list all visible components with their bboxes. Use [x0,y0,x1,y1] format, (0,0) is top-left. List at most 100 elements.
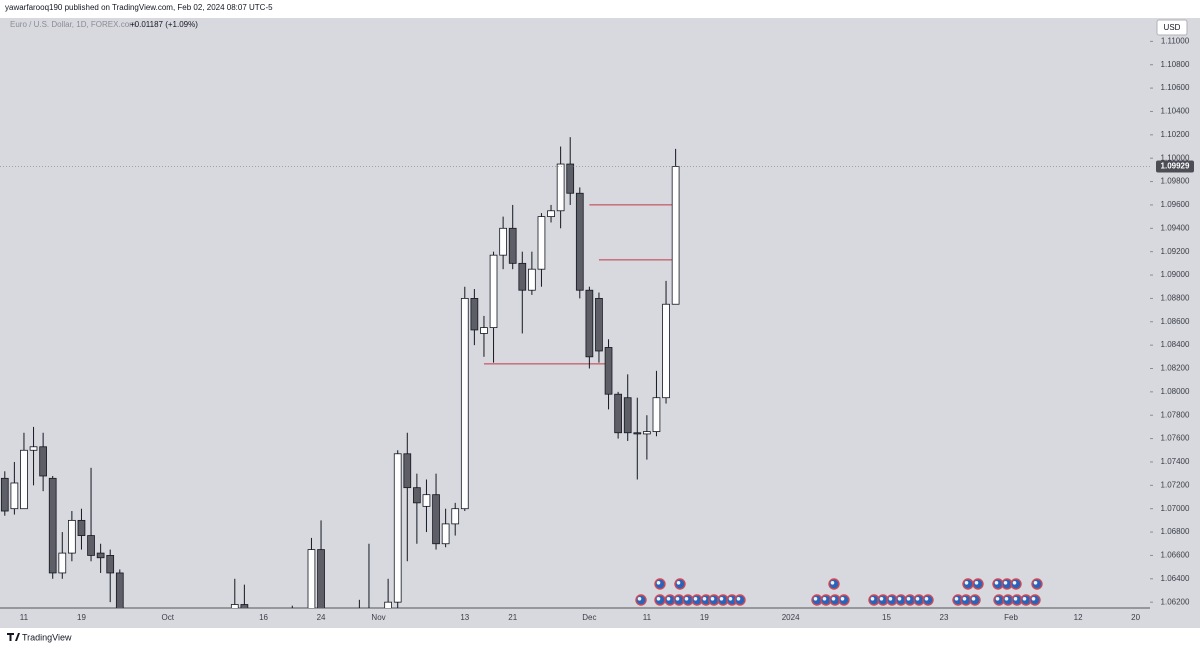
event-icon-inner [1013,597,1018,601]
event-icon [654,578,666,590]
event-icon-inner [870,597,875,601]
candle-body [48,477,57,574]
y-tick-label: 1.08600 [1161,317,1190,326]
event-icon-inner [831,597,836,601]
candle-body [671,166,680,305]
x-tick-label: 12 [1074,613,1083,622]
event-icon-inner [656,581,661,585]
event-icon-inner [719,597,724,601]
event-icon-inner [728,597,733,601]
event-icon-inner [813,597,818,601]
y-tick-label: 1.07400 [1161,457,1190,466]
candle-body [384,601,392,608]
candle-body [230,604,239,608]
x-tick-label: 2024 [782,613,800,622]
logo-mark [7,633,20,641]
event-icon [1029,594,1041,606]
candle-body [106,555,115,574]
candle-body [68,519,76,554]
event-icon-inner [710,597,715,601]
event-icon-inner [1004,597,1009,601]
x-tick-label: 15 [882,613,891,622]
currency-button[interactable] [1156,19,1188,36]
event-icon-inner [702,597,707,601]
publisher: yawarfarooq190 published on TradingView.… [5,3,273,12]
event-icon-inner [1012,581,1017,585]
event-icon-inner [736,597,741,601]
event-icon-inner [897,597,902,601]
y-tick-label: 1.07000 [1161,504,1190,513]
x-tick-label: 23 [940,613,949,622]
event-icon-inner [879,597,884,601]
candle-body [480,327,488,334]
event-icon [972,578,984,590]
event-icon-inner [1033,581,1038,585]
candle-body [643,431,651,435]
candle-body [403,453,412,489]
event-icon-inner [1003,581,1008,585]
candle-body [470,297,479,331]
event-icon-inner [656,597,661,601]
candle-body [652,397,661,432]
x-tick-label: 19 [77,613,86,622]
event-icon-inner [971,597,976,601]
candle-body [77,519,86,536]
event-icon-inner [637,597,642,601]
event-icon-inner [915,597,920,601]
event-icon-inner [974,581,979,585]
event-icon-inner [995,597,1000,601]
y-tick-label: 1.10200 [1161,130,1190,139]
x-tick-label: 11 [20,613,29,622]
event-icon-inner [822,597,827,601]
event-icon-inner [954,597,959,601]
candle-body [413,487,421,504]
y-tick-label: 1.10400 [1161,107,1190,116]
candle-body [499,227,507,256]
event-icon-inner [888,597,893,601]
candle-body [393,453,402,603]
candle-body [518,262,527,291]
candle-body [58,552,67,574]
y-tick-label: 1.11000 [1161,36,1190,45]
x-tick-label: Dec [582,613,596,622]
y-tick-label: 1.09000 [1161,270,1190,279]
y-tick-label: 1.09400 [1161,223,1190,232]
y-tick-label: 1.06800 [1161,527,1190,536]
candle-body [556,163,565,212]
currency[interactable]: USD [1164,23,1181,32]
candle-body [595,297,603,352]
events [635,578,1043,606]
y-tick-label: 1.10600 [1161,83,1190,92]
candle-body [575,192,584,291]
candle-body [307,549,316,608]
event-icon-inner [684,597,689,601]
event-icon-inner [906,597,911,601]
y-tick-label: 1.08000 [1161,387,1190,396]
event-icon-inner [962,597,967,601]
candle-body [29,446,38,451]
x-tick-label: 24 [317,613,326,622]
price-tag [1156,160,1194,173]
candle-body [20,449,28,510]
candle-body [96,552,105,559]
candle-body [633,432,642,435]
event-icon-inner [666,597,671,601]
y-tick-label: 1.08200 [1161,364,1190,373]
x-tick-label: 13 [460,613,469,622]
event-icon-inner [1031,597,1036,601]
candle-body [0,477,9,512]
candle-body [451,508,460,525]
chart-title: Euro / U.S. Dollar, 1D, FOREX.com [10,20,136,29]
candle-body [528,268,536,291]
event-icon [1031,578,1043,590]
candle-body [115,572,124,608]
event-icon-inner [675,597,680,601]
event-icon [922,594,934,606]
event-icon [674,578,686,590]
x-tick-label: 11 [643,613,652,622]
x-tick-label: Nov [371,613,385,622]
event-icon-inner [924,597,929,601]
candle-body [441,523,450,545]
event-icon-inner [840,597,845,601]
